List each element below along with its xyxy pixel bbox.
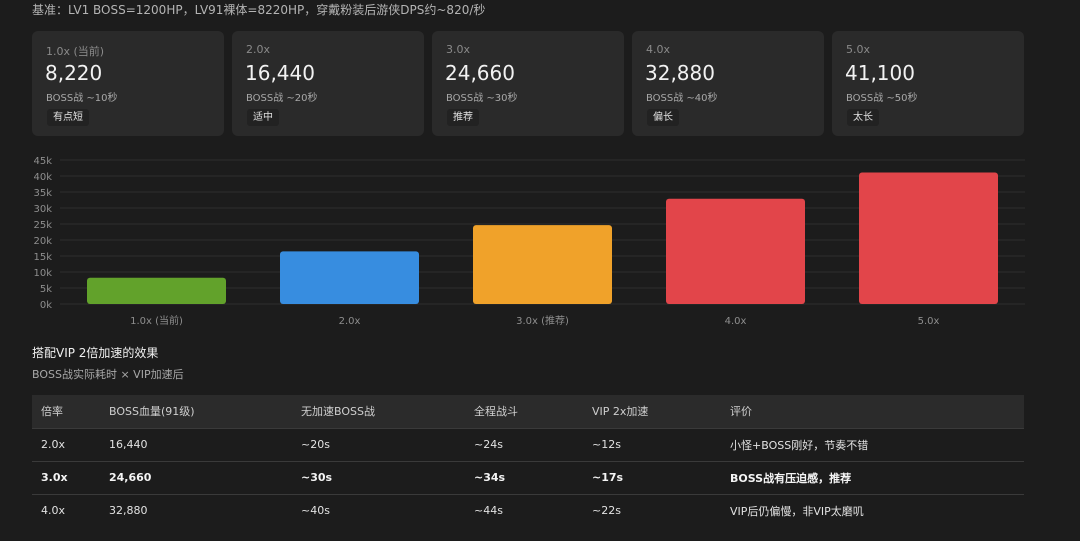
y-tick-label: 20k (33, 236, 52, 247)
card-subtext: BOSS战 ~50秒 (846, 93, 918, 104)
baseline-note: 基准：LV1 BOSS=1200HP，LV91裸体=8220HP，穿戴粉装后游侠… (32, 3, 486, 17)
y-tick-label: 10k (33, 268, 52, 279)
column-header: 评价 (730, 395, 1024, 428)
multiplier-card[interactable]: 2.0x 16,440 BOSS战 ~20秒 适中 (232, 31, 424, 136)
card-label: 4.0x (646, 43, 671, 56)
hp-bar-chart: 0k 5k 10k 15k 20k 25k 30k 35k 40k 45k 1.0x (当前) 2.… (33, 156, 1025, 327)
card-value: 32,880 (645, 61, 715, 85)
y-tick-label: 5k (40, 284, 52, 295)
multiplier-card[interactable]: 1.0x (当前) 8,220 BOSS战 ~10秒 有点短 (32, 31, 224, 136)
table-cell: 24,660 (109, 460, 301, 494)
multiplier-cards: 1.0x (当前) 8,220 BOSS战 ~10秒 有点短 2.0x 16,4… (32, 31, 1024, 136)
card-tag: 偏长 (647, 109, 679, 126)
table-cell: ~20s (301, 427, 474, 461)
card-label: 1.0x (当前) (46, 45, 105, 58)
section-title: 搭配VIP 2倍加速的效果 (32, 346, 159, 360)
table-header-row: 倍率 BOSS血量(91级) 无加速BOSS战 全程战斗 VIP 2x加速 评价 (32, 395, 1024, 428)
card-subtext: BOSS战 ~30秒 (446, 93, 518, 104)
y-tick-label: 35k (33, 188, 52, 199)
x-tick-label: 4.0x (725, 316, 747, 327)
card-label: 3.0x (446, 43, 471, 56)
x-tick-label: 1.0x (当前) (130, 314, 183, 327)
card-tag: 有点短 (47, 109, 89, 126)
y-tick-label: 40k (33, 172, 52, 183)
column-header: 倍率 (32, 395, 109, 428)
card-tag: 推荐 (447, 109, 479, 126)
bar[interactable] (280, 251, 419, 304)
table-cell: 4.0x (32, 493, 109, 527)
bar[interactable] (666, 198, 805, 304)
x-tick-label: 5.0x (918, 316, 940, 327)
multiplier-card[interactable]: 3.0x 24,660 BOSS战 ~30秒 推荐 (432, 31, 624, 136)
column-header: BOSS血量(91级) (109, 395, 301, 428)
x-tick-label: 3.0x (推荐) (516, 314, 569, 327)
bar[interactable] (87, 277, 226, 304)
y-tick-label: 30k (33, 204, 52, 215)
table-cell: ~34s (474, 460, 592, 494)
x-axis-ticks: 1.0x (当前) 2.0x 3.0x (推荐) 4.0x 5.0x (130, 314, 939, 327)
card-value: 16,440 (245, 61, 315, 85)
card-value: 24,660 (445, 61, 515, 85)
x-tick-label: 2.0x (339, 316, 361, 327)
card-label: 5.0x (846, 43, 871, 56)
bar[interactable] (859, 172, 998, 304)
y-tick-label: 15k (33, 252, 52, 263)
table-cell: ~40s (301, 493, 474, 527)
table-row: 4.0x 32,880 ~40s ~44s ~22s VIP后仍偏慢，非VIP太… (32, 493, 1024, 527)
table-cell: ~17s (592, 460, 730, 494)
table-cell: 小怪+BOSS刚好，节奏不错 (730, 427, 1024, 461)
card-tag: 适中 (247, 109, 279, 126)
multiplier-card[interactable]: 4.0x 32,880 BOSS战 ~40秒 偏长 (632, 31, 824, 136)
card-label: 2.0x (246, 43, 271, 56)
table-cell: ~30s (301, 460, 474, 494)
chart-bars (87, 172, 998, 304)
y-tick-label: 25k (33, 220, 52, 231)
y-axis-ticks: 0k 5k 10k 15k 20k 25k 30k 35k 40k 45k (33, 156, 52, 311)
column-header: 全程战斗 (474, 395, 592, 428)
y-tick-label: 0k (40, 300, 52, 311)
table-cell: ~24s (474, 427, 592, 461)
table-cell: BOSS战有压迫感，推荐 (730, 460, 1024, 494)
card-subtext: BOSS战 ~10秒 (46, 93, 118, 104)
column-header: 无加速BOSS战 (301, 395, 474, 428)
multiplier-card[interactable]: 5.0x 41,100 BOSS战 ~50秒 太长 (832, 31, 1024, 136)
table-row: 2.0x 16,440 ~20s ~24s ~12s 小怪+BOSS刚好，节奏不… (32, 427, 1024, 461)
table-row: 3.0x 24,660 ~30s ~34s ~17s BOSS战有压迫感，推荐 (32, 460, 1024, 494)
table-cell: 3.0x (32, 460, 109, 494)
section-subtitle: BOSS战实际耗时 × VIP加速后 (32, 368, 184, 381)
card-subtext: BOSS战 ~40秒 (646, 93, 718, 104)
card-value: 41,100 (845, 61, 915, 85)
table-cell: ~22s (592, 493, 730, 527)
table-cell: 32,880 (109, 493, 301, 527)
table-cell: ~44s (474, 493, 592, 527)
card-value: 8,220 (45, 61, 103, 85)
y-tick-label: 45k (33, 156, 52, 167)
table-cell: 2.0x (32, 427, 109, 461)
table-cell: VIP后仍偏慢，非VIP太磨叽 (730, 493, 1024, 527)
table-cell: ~12s (592, 427, 730, 461)
table-cell: 16,440 (109, 427, 301, 461)
vip-effect-table: 倍率 BOSS血量(91级) 无加速BOSS战 全程战斗 VIP 2x加速 评价… (32, 395, 1024, 527)
column-header: VIP 2x加速 (592, 395, 730, 428)
bar[interactable] (473, 225, 612, 304)
card-subtext: BOSS战 ~20秒 (246, 93, 318, 104)
card-tag: 太长 (847, 109, 879, 126)
